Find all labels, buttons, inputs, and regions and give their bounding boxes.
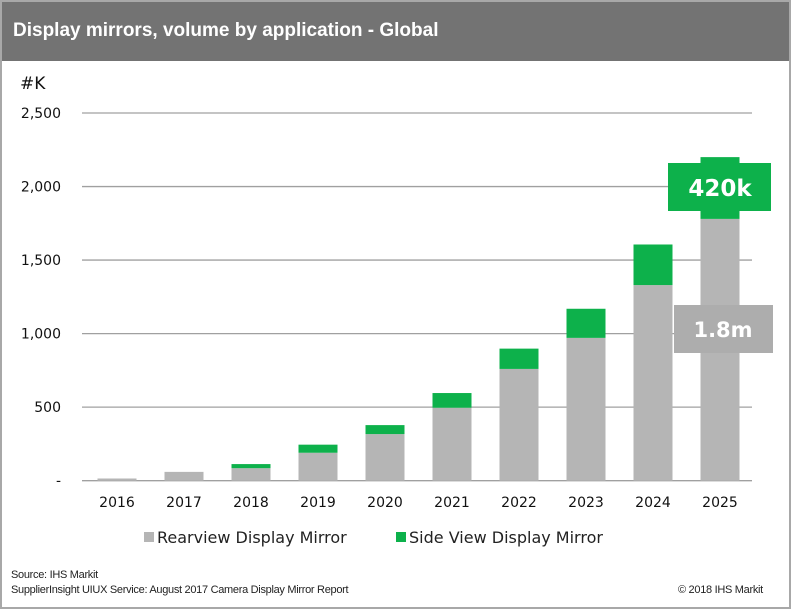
x-tick-label: 2024 <box>635 495 671 511</box>
y-tick-label: 1,000 <box>21 327 61 343</box>
legend-swatch-side-view <box>396 532 406 542</box>
bar-rearview <box>231 468 271 481</box>
x-tick-label: 2019 <box>300 495 336 511</box>
chart-title: Display mirrors, volume by application -… <box>13 20 439 41</box>
y-tick-label: 2,500 <box>21 106 61 122</box>
x-tick-label: 2025 <box>702 495 738 511</box>
callout-rearview-label: 1.8m <box>693 318 752 342</box>
bar-rearview <box>164 471 204 481</box>
callout-rearview <box>674 305 773 353</box>
bar-side-view <box>365 425 405 435</box>
source-note: Source: IHS Markit <box>11 569 98 581</box>
bar-side-view <box>432 393 472 408</box>
x-tick-label: 2021 <box>434 495 470 511</box>
legend-label-rearview: Rearview Display Mirror <box>157 528 347 547</box>
x-tick-label: 2022 <box>501 495 537 511</box>
bar-rearview <box>97 478 137 481</box>
callout-side-view <box>668 163 771 211</box>
x-tick-label: 2020 <box>367 495 403 511</box>
title-bar: Display mirrors, volume by application -… <box>2 2 789 61</box>
y-axis-label: #K <box>20 74 46 94</box>
y-tick-label: 2,000 <box>21 180 61 196</box>
bar-side-view <box>499 348 539 369</box>
report-note: SupplierInsight UIUX Service: August 201… <box>11 584 349 596</box>
bar-rearview <box>499 368 539 481</box>
bar-rearview <box>298 452 338 481</box>
y-tick-label: - <box>56 474 61 490</box>
x-tick-label: 2023 <box>568 495 604 511</box>
callout-side-view-label: 420k <box>688 176 752 202</box>
x-tick-label: 2016 <box>99 495 135 511</box>
bar-side-view <box>566 308 606 338</box>
x-tick-label: 2018 <box>233 495 269 511</box>
bar-side-view <box>231 464 271 469</box>
x-tick-label: 2017 <box>166 495 202 511</box>
bar-side-view <box>633 244 673 286</box>
copyright: © 2018 IHS Markit <box>678 584 763 596</box>
bar-rearview <box>633 285 673 481</box>
legend-swatch-rearview <box>144 532 154 542</box>
legend-label-side-view: Side View Display Mirror <box>409 528 603 547</box>
y-tick-label: 500 <box>34 400 61 416</box>
bar-rearview <box>566 337 606 481</box>
bar-side-view <box>298 444 338 453</box>
bar-rearview <box>432 407 472 481</box>
bar-rearview <box>365 434 405 481</box>
y-tick-label: 1,500 <box>21 253 61 269</box>
